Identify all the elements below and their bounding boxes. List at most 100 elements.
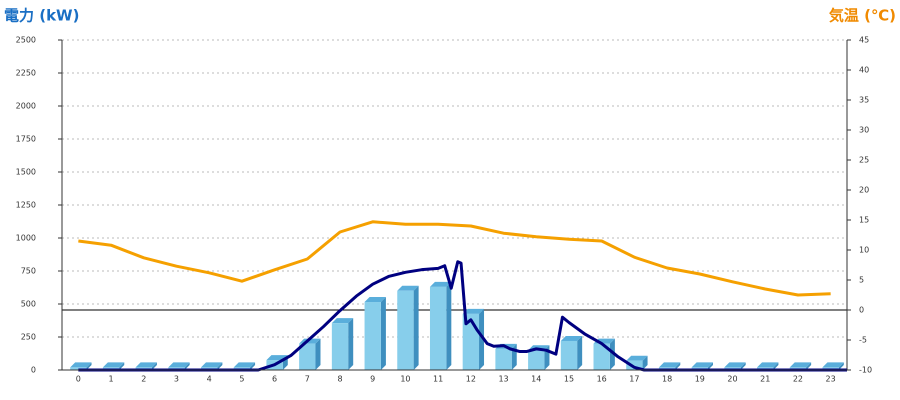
y-tick-label: 1750	[16, 135, 36, 144]
y2-tick-label: 5	[859, 276, 864, 285]
bar-side	[380, 297, 386, 370]
y2-tick-label: 25	[859, 156, 869, 165]
x-tick-label: 1	[109, 375, 114, 384]
bar-top	[364, 297, 386, 303]
bar-top	[331, 318, 354, 324]
x-tick-label: 0	[76, 375, 81, 384]
y-tick-label: 0	[31, 366, 36, 375]
x-tick-label: 2	[141, 375, 146, 384]
x-tick-label: 13	[498, 375, 508, 384]
bar-side	[806, 362, 812, 370]
y2-tick-label: 15	[859, 216, 869, 225]
bar-top	[397, 285, 419, 291]
y-tick-label: 1000	[16, 234, 36, 243]
bar-top	[462, 308, 485, 314]
y-tick-label: 1500	[16, 168, 36, 177]
bar-side	[86, 362, 92, 370]
bar-side	[119, 362, 125, 370]
bar-top	[822, 362, 844, 368]
x-tick-label: 5	[239, 375, 244, 384]
y-tick-label: 1250	[16, 201, 36, 210]
x-tick-label: 10	[400, 375, 410, 384]
bar-top	[102, 362, 125, 368]
bar	[397, 290, 414, 370]
bar-side	[413, 285, 419, 370]
bar-side	[184, 362, 190, 370]
bar-side	[675, 362, 681, 370]
bar-top	[626, 355, 648, 361]
bar-side	[740, 362, 746, 370]
bar	[593, 343, 610, 370]
bar-side	[479, 308, 485, 370]
y2-tick-label: 30	[859, 126, 869, 135]
bar	[560, 340, 578, 370]
bar-top	[135, 362, 157, 368]
bar-side	[577, 335, 583, 370]
y2-tick-label: -10	[859, 366, 872, 375]
bar-side	[707, 362, 713, 370]
y2-tick-label: 45	[859, 36, 869, 45]
x-tick-label: 6	[272, 375, 277, 384]
bar	[626, 360, 643, 370]
bar	[299, 343, 316, 370]
x-tick-label: 4	[207, 375, 212, 384]
bar-top	[168, 362, 190, 368]
x-tick-label: 21	[760, 375, 770, 384]
bar-side	[217, 362, 223, 370]
bar	[364, 302, 381, 370]
y-tick-label: 750	[21, 267, 36, 276]
x-tick-label: 7	[305, 375, 310, 384]
line	[78, 260, 847, 372]
bar-side	[609, 338, 615, 370]
x-tick-label: 17	[629, 375, 639, 384]
y-tick-label: 2000	[16, 102, 36, 111]
bar-top	[789, 362, 812, 368]
x-tick-label: 14	[531, 375, 541, 384]
x-tick-label: 9	[370, 375, 375, 384]
bar-top	[560, 335, 583, 341]
y2-tick-label: 10	[859, 246, 869, 255]
bar-side	[773, 362, 779, 370]
bar-side	[838, 362, 844, 370]
bar-side	[642, 355, 648, 370]
bar-side	[315, 338, 321, 370]
x-tick-label: 19	[695, 375, 705, 384]
x-tick-label: 12	[466, 375, 476, 384]
bar-top	[70, 362, 92, 368]
x-tick-label: 3	[174, 375, 179, 384]
y-tick-label: 250	[21, 333, 36, 342]
line	[78, 220, 831, 297]
y2-tick-label: 35	[859, 96, 869, 105]
x-tick-label: 11	[433, 375, 443, 384]
y2-tick-label: 0	[859, 306, 864, 315]
x-tick-label: 15	[564, 375, 574, 384]
y-axis-title: 電力 (kW)	[4, 7, 79, 25]
y2-tick-label: 40	[859, 66, 869, 75]
y-tick-label: 2500	[16, 36, 36, 45]
x-tick-label: 23	[826, 375, 836, 384]
y2-axis-title: 気温 (℃)	[829, 7, 896, 25]
bar-top	[429, 281, 452, 287]
bar-side	[446, 281, 452, 370]
bar-top	[691, 362, 713, 368]
x-tick-label: 18	[662, 375, 672, 384]
bar	[495, 348, 512, 370]
x-tick-label: 20	[727, 375, 737, 384]
bar-side	[250, 362, 256, 370]
bar	[429, 286, 447, 370]
x-tick-label: 8	[337, 375, 342, 384]
bar-top	[724, 362, 746, 368]
x-tick-label: 22	[793, 375, 803, 384]
y2-tick-label: -5	[859, 336, 867, 345]
x-tick-label: 16	[597, 375, 607, 384]
bar-top	[757, 362, 779, 368]
bar-side	[348, 318, 354, 370]
bar	[331, 323, 349, 370]
bar-top	[658, 362, 681, 368]
y2-tick-label: 20	[859, 186, 869, 195]
y-tick-label: 2250	[16, 69, 36, 78]
bar	[528, 350, 545, 370]
y-tick-label: 500	[21, 300, 36, 309]
bar-top	[233, 362, 256, 368]
